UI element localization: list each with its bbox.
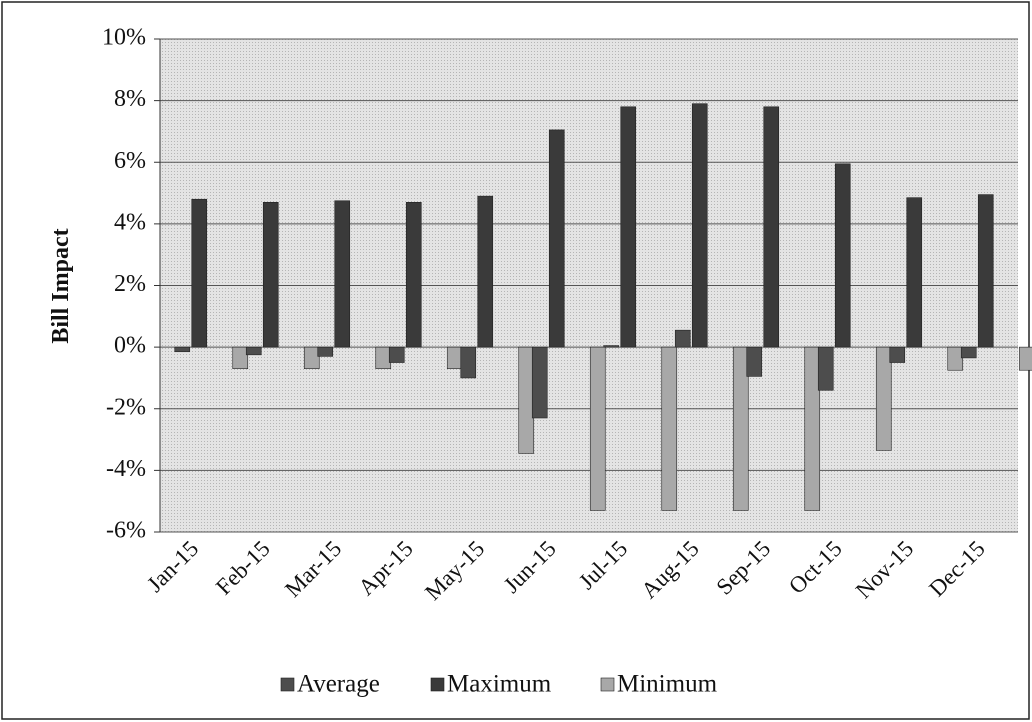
bar: [834, 163, 851, 348]
bar: [262, 202, 279, 348]
bar: [232, 346, 249, 369]
legend-swatch: [280, 677, 295, 692]
y-tick-label: 0%: [114, 333, 146, 359]
bar: [674, 329, 691, 348]
bar: [548, 129, 565, 348]
bar: [732, 346, 749, 511]
bar: [174, 346, 191, 353]
y-tick-label: 4%: [114, 209, 146, 235]
bar: [245, 346, 262, 356]
legend-label: Average: [297, 671, 380, 698]
bar: [334, 200, 351, 348]
bar: [661, 346, 678, 511]
bar: [620, 106, 637, 348]
y-tick-label: 10%: [102, 25, 146, 51]
bar: [977, 194, 994, 348]
bar: [531, 346, 548, 419]
bar: [388, 346, 405, 363]
bar: [1018, 346, 1032, 371]
bar: [589, 346, 606, 511]
bar: [875, 346, 892, 451]
bar: [303, 346, 320, 369]
y-axis-title: Bill Impact: [48, 228, 74, 343]
bar: [947, 346, 964, 371]
bar: [518, 346, 535, 454]
bar: [763, 106, 780, 348]
y-tick-label: 6%: [114, 148, 146, 174]
bar: [477, 195, 494, 348]
legend-label: Minimum: [617, 671, 718, 698]
bar: [446, 346, 463, 369]
legend-label: Maximum: [447, 671, 552, 698]
bar: [691, 103, 708, 348]
y-tick-label: -4%: [106, 456, 146, 482]
y-tick-label: -6%: [106, 518, 146, 544]
bar: [460, 346, 477, 379]
bar: [804, 346, 821, 511]
bar: [375, 346, 392, 369]
bar: [191, 198, 208, 348]
legend-swatch: [430, 677, 445, 692]
bar: [603, 345, 620, 348]
bar: [317, 346, 334, 357]
bar: [817, 346, 834, 391]
bar: [889, 346, 906, 363]
bar: [746, 346, 763, 377]
y-tick-label: -2%: [106, 394, 146, 420]
bar: [906, 197, 923, 348]
y-tick-label: 8%: [114, 86, 146, 112]
legend-swatch: [600, 677, 615, 692]
bar: [405, 202, 422, 348]
bar: [960, 346, 977, 359]
y-tick-label: 2%: [114, 271, 146, 297]
